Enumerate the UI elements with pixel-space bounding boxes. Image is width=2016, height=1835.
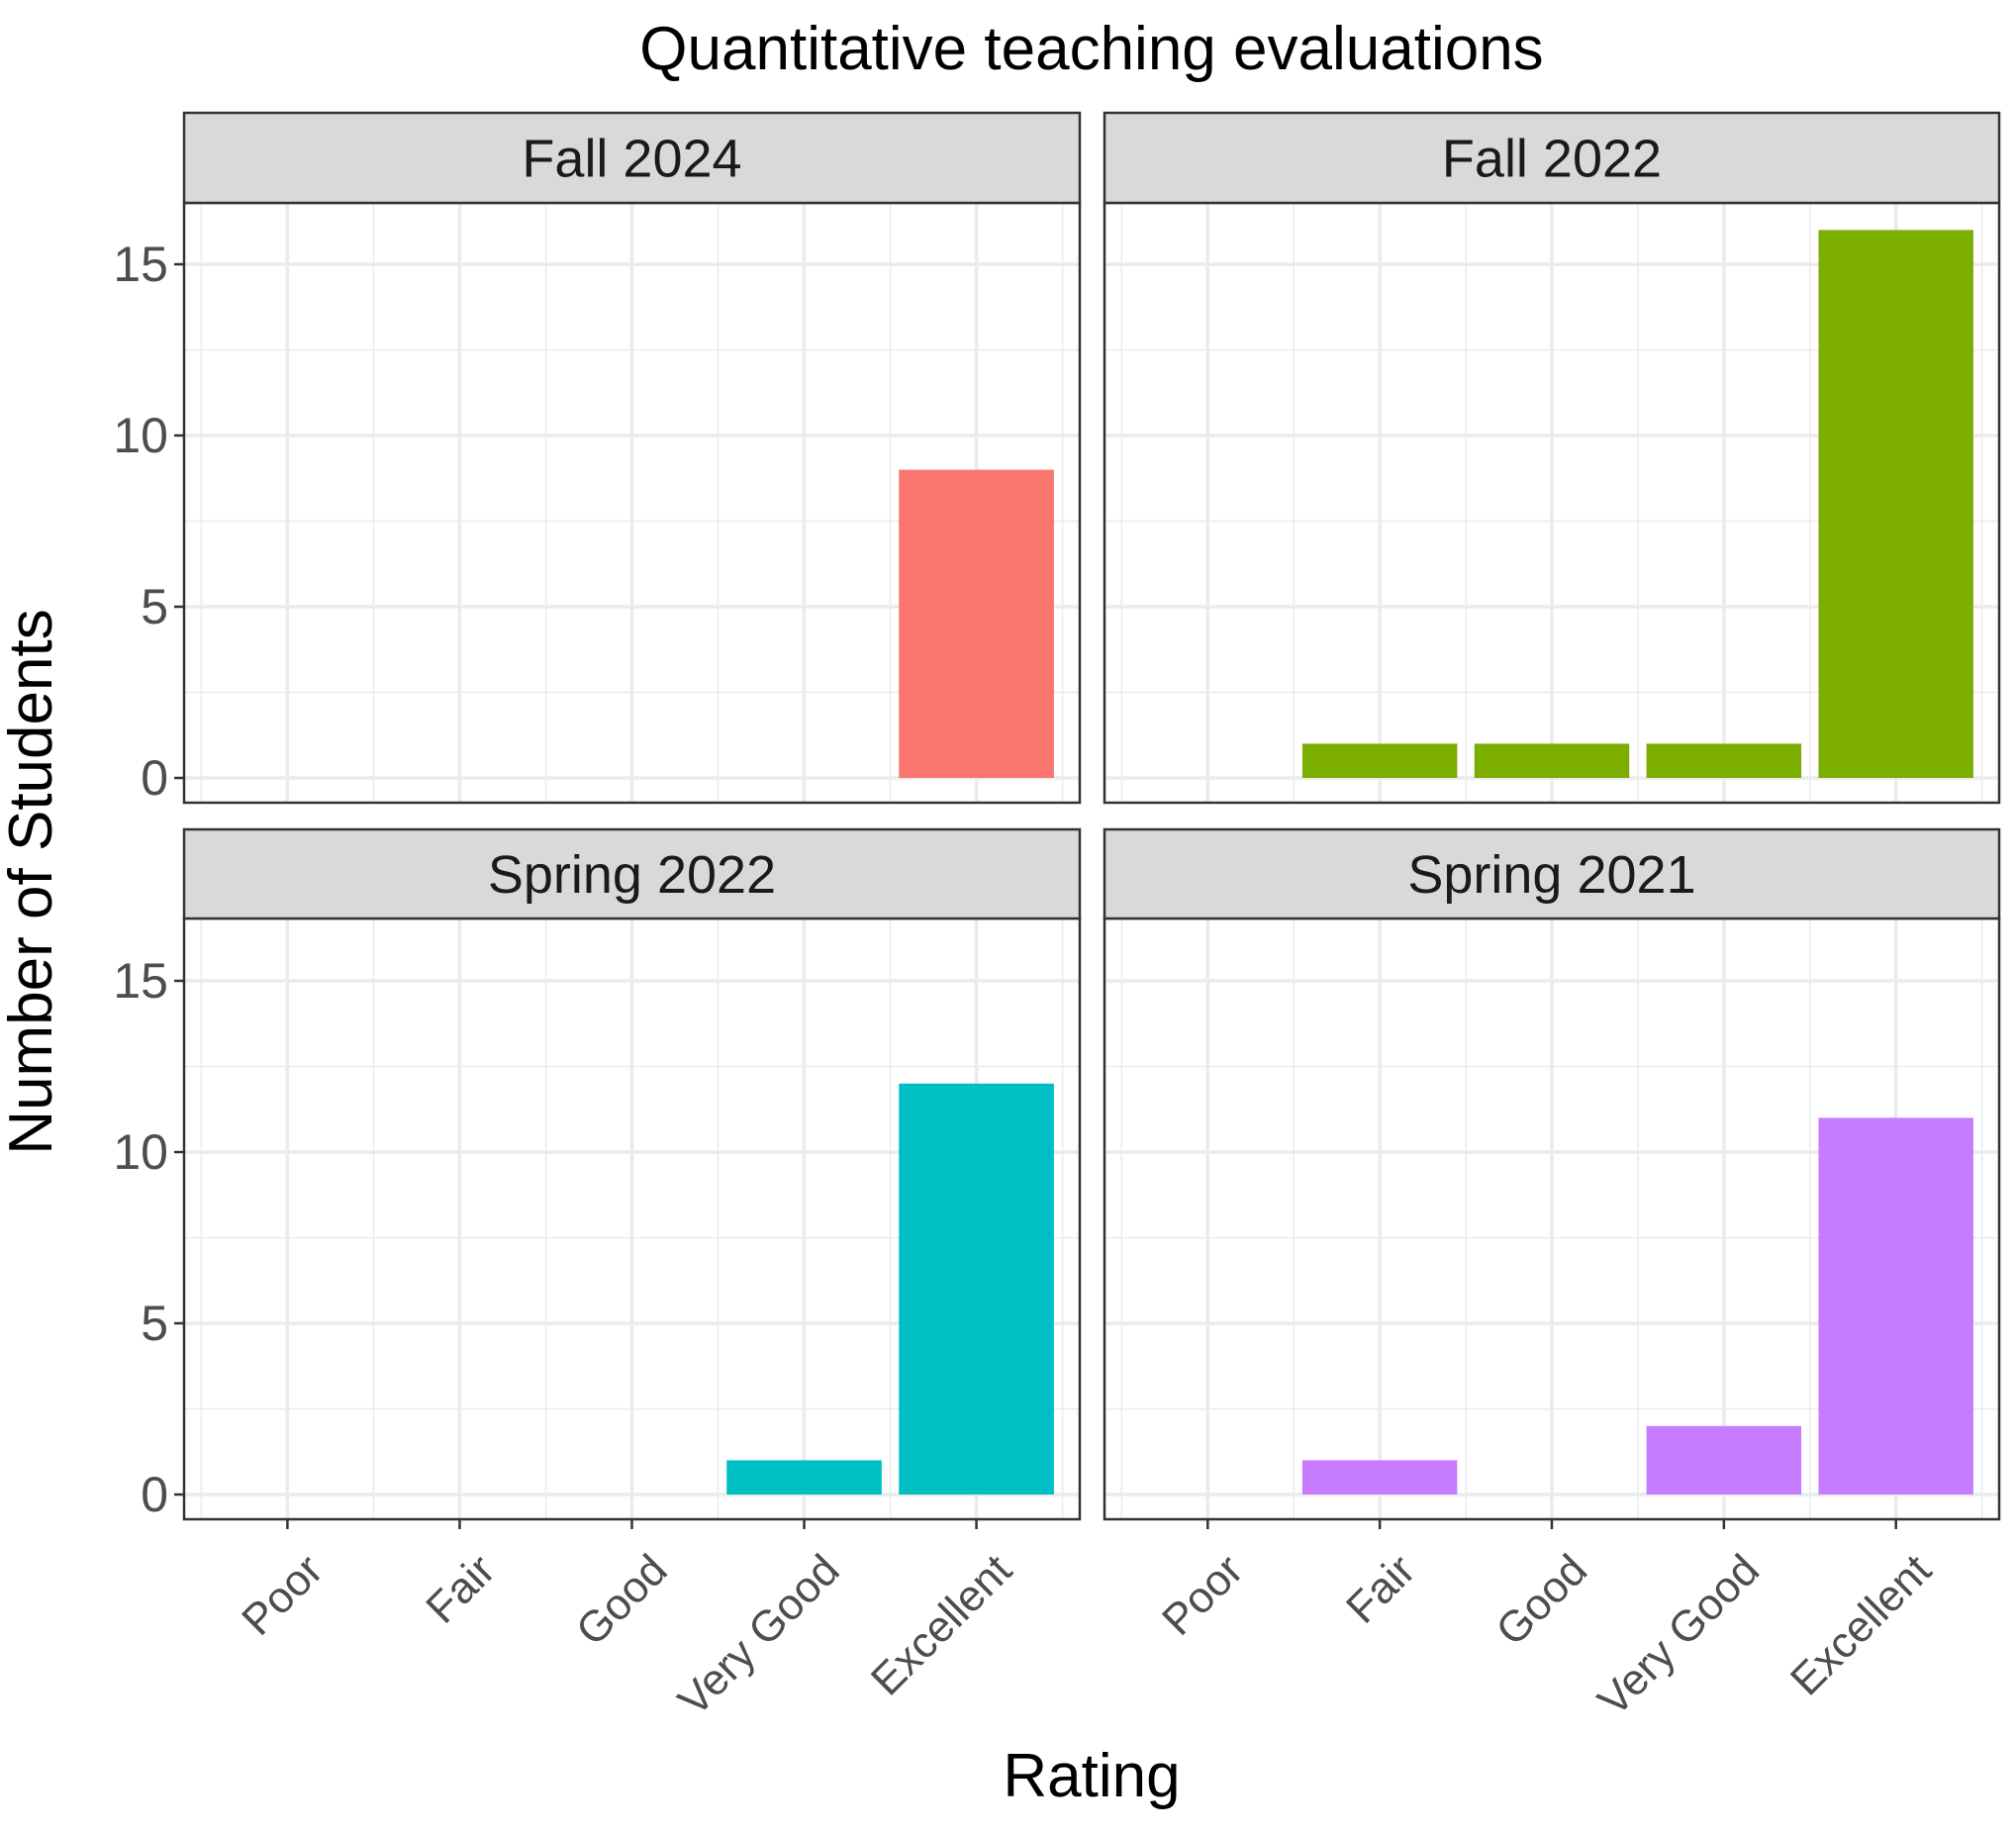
facet-strip-label: Spring 2022 bbox=[488, 845, 776, 905]
bar bbox=[726, 1460, 882, 1495]
facet-strip bbox=[1103, 827, 2001, 920]
y-tick-label: 15 bbox=[113, 953, 168, 1009]
bar bbox=[1818, 230, 1973, 778]
y-tick-label: 5 bbox=[141, 1296, 168, 1351]
bar bbox=[1301, 743, 1458, 778]
facet-strip bbox=[182, 111, 1082, 205]
y-tick-label: 0 bbox=[141, 1467, 168, 1522]
y-tick-label: 5 bbox=[141, 579, 168, 634]
y-tick-label: 10 bbox=[113, 408, 168, 463]
facet-strip-label: Fall 2024 bbox=[522, 130, 741, 189]
facet-strip bbox=[1103, 111, 2001, 205]
y-tick-label: 10 bbox=[113, 1124, 168, 1180]
bar bbox=[1646, 1425, 1802, 1495]
bar bbox=[1474, 743, 1630, 778]
facet-strip bbox=[182, 827, 1082, 920]
bar bbox=[1646, 743, 1802, 778]
facet-strip-label: Fall 2022 bbox=[1442, 130, 1662, 189]
y-axis-title: Number of Students bbox=[0, 609, 65, 1154]
bar bbox=[899, 469, 1054, 778]
y-tick-label: 0 bbox=[141, 750, 168, 806]
chart-title: Quantitative teaching evaluations bbox=[639, 15, 1543, 83]
y-tick-label: 15 bbox=[113, 237, 168, 292]
bar bbox=[1818, 1117, 1973, 1495]
x-axis-title: Rating bbox=[1003, 1742, 1180, 1810]
facet-strip-label: Spring 2021 bbox=[1407, 845, 1695, 905]
bar bbox=[899, 1083, 1054, 1495]
bar bbox=[1301, 1460, 1458, 1495]
